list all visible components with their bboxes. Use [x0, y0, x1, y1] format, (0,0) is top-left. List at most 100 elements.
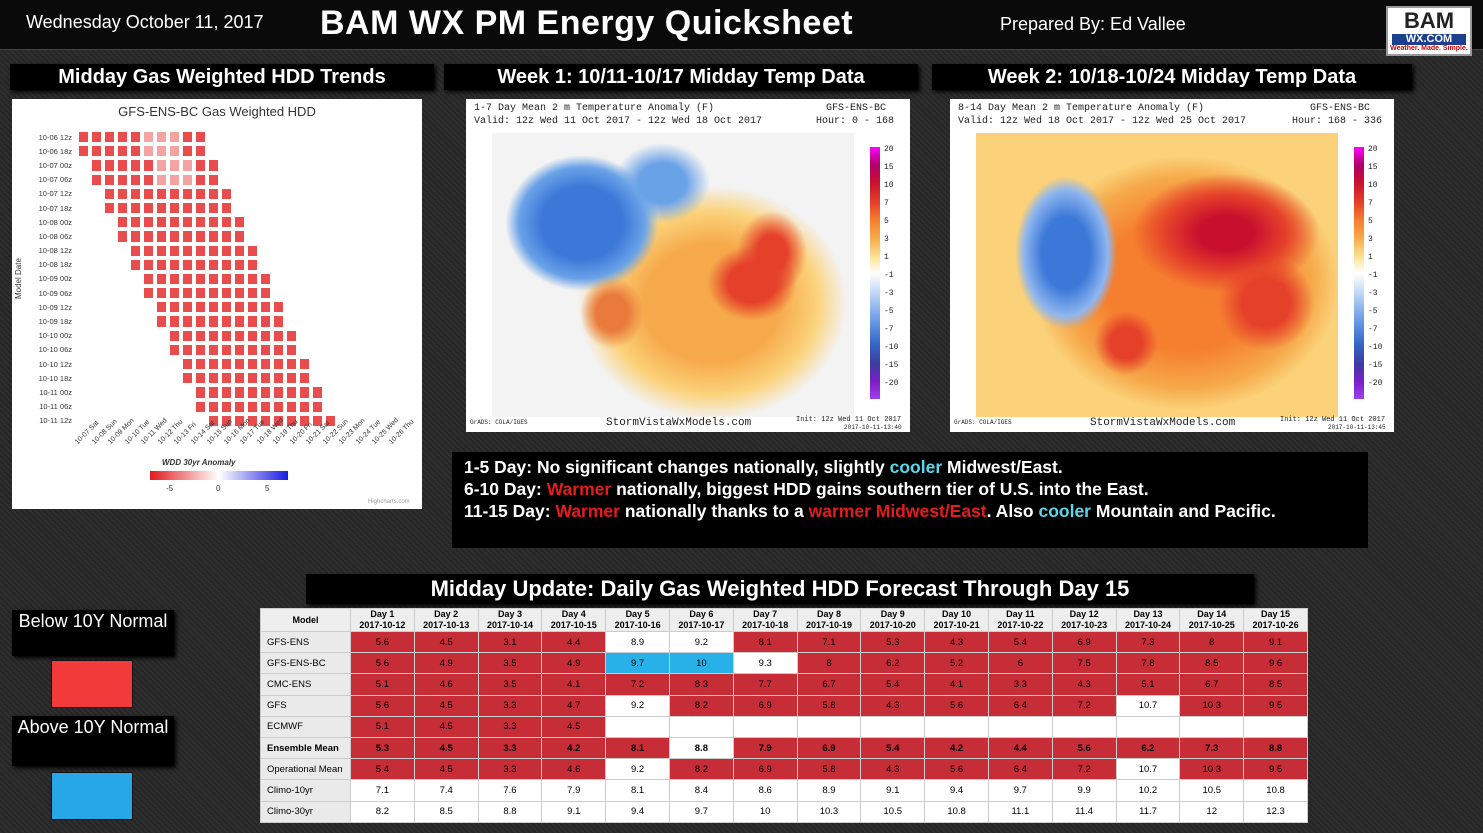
heatmap-cell: [91, 201, 102, 215]
heatmap-cell: [234, 131, 245, 144]
heatmap-cell: [143, 131, 154, 144]
heatmap-cell: [299, 258, 310, 271]
heatmap-cell: [195, 173, 206, 186]
heatmap-cell: [234, 358, 245, 371]
table-cell: 9.9: [1051, 779, 1117, 802]
heatmap-cell: [182, 173, 193, 186]
heatmap-cell: [182, 372, 193, 385]
heatmap-cell: [260, 145, 271, 158]
table-header-model: Model: [260, 608, 351, 632]
map-stamp: 2017-10-11-13:40: [844, 424, 902, 431]
table-cell: 10.3: [1179, 758, 1245, 781]
table-row: Operational Mean 5.4 4.5 3.3 4.6 9.2 8.2 6.9 5.8…: [260, 758, 1308, 781]
legend-below-label: Below 10Y Normal: [12, 610, 174, 656]
week1-map: 1-7 Day Mean 2 m Temperature Anomaly (F)…: [466, 99, 910, 432]
heatmap-row-label: 10-11 12z: [24, 414, 76, 427]
table-cell: 9.5: [1243, 758, 1308, 781]
heatmap-cell: [273, 272, 284, 286]
heatmap-cell: [260, 216, 271, 229]
table-model-name: GFS-ENS-BC: [260, 652, 351, 675]
heatmap-cell: [78, 287, 89, 300]
hdd-forecast-table: Model Day 1 2017-10-12 Day 2 2017-10-13 Day 3…: [260, 608, 1308, 823]
heatmap-cell: [78, 230, 89, 243]
day-label: Day 4: [561, 609, 586, 619]
day-label: Day 13: [1133, 609, 1163, 619]
heatmap-cell: [247, 272, 258, 286]
heatmap-cell: [195, 287, 206, 300]
table-cell: 6.4: [987, 694, 1053, 717]
heatmap-cell: [156, 216, 167, 229]
heatmap-cell: [312, 187, 323, 200]
colorbar-label: 1: [884, 253, 889, 262]
table-cell: 7.2: [605, 673, 670, 696]
table-row: ECMWF 5.1 4.5 3.3 4.5: [260, 715, 1308, 738]
colorbar-label: 20: [884, 145, 894, 154]
heatmap-row-label: 10-07 06z: [24, 173, 76, 186]
table-header-day: Day 7 2017-10-18: [732, 608, 798, 632]
heatmap-cell: [169, 301, 180, 314]
heatmap-cell: [325, 173, 336, 186]
heatmap-cell: [208, 386, 219, 399]
heatmap-cell: [195, 216, 206, 229]
heatmap-cell: [299, 301, 310, 314]
heatmap-cell: [273, 414, 284, 427]
heatmap-cell: [312, 173, 323, 186]
table-cell: 5.6: [350, 630, 415, 654]
heatmap-cell: [182, 301, 193, 314]
table-cell: 6.7: [1179, 673, 1245, 696]
colorbar-label: 10: [1368, 181, 1378, 190]
heatmap-cell: [234, 145, 245, 158]
heatmap-cell: [312, 258, 323, 271]
table-cell: 6.2: [860, 652, 926, 675]
day-label: Day 14: [1197, 609, 1227, 619]
logo-url: WX.COM: [1392, 34, 1466, 45]
heatmap-legend-title: WDD 30yr Anomaly: [162, 458, 236, 467]
legend-above-label: Above 10Y Normal: [12, 716, 174, 766]
table-model-name: CMC-ENS: [260, 673, 351, 696]
day-date: 2017-10-20: [869, 620, 916, 630]
heatmap-cell: [169, 159, 180, 172]
heatmap-credit: Highcharts.com: [368, 499, 410, 505]
map-site: StormVistaWxModels.com: [606, 417, 752, 429]
table-cell: 4.3: [860, 758, 926, 781]
heatmap-row-label: 10-10 18z: [24, 372, 76, 385]
heatmap-cell: [91, 343, 102, 356]
colorbar-label: 5: [1368, 217, 1373, 226]
heatmap-cell: [169, 230, 180, 243]
table-cell: 6.9: [732, 694, 798, 717]
heatmap-cell: [143, 244, 154, 257]
heatmap-cell: [273, 386, 284, 399]
table-title: Midday Update: Daily Gas Weighted HDD Fo…: [306, 574, 1254, 604]
table-cell: 4.1: [541, 673, 607, 696]
heatmap-cell: [143, 414, 154, 427]
heatmap-row-label: 10-09 00z: [24, 272, 76, 286]
colorbar-label: -5: [884, 307, 894, 316]
heatmap-row: 10-07 00z: [24, 159, 336, 172]
heatmap-cell: [130, 372, 141, 385]
map-model: GFS-ENS-BC: [1310, 103, 1371, 114]
heatmap-row: 10-09 12z: [24, 301, 336, 314]
table-cell: 8.1: [732, 630, 798, 654]
heatmap-cell: [221, 159, 232, 172]
table-row: CMC-ENS 5.1 4.6 3.5 4.1 7.2 8.3 7.7 6.7 5.4 4.1 3.3…: [260, 673, 1308, 696]
table-cell: [605, 715, 670, 738]
table-cell: 4.4: [987, 736, 1053, 760]
heatmap-cell: [325, 343, 336, 356]
note-warm: Warmer: [555, 501, 620, 521]
heatmap-cell: [117, 131, 128, 144]
table-cell: 9.1: [1243, 630, 1308, 654]
map-hour: Hour: 168 - 336: [1292, 116, 1383, 127]
heatmap-row: 10-07 06z: [24, 173, 336, 186]
heatmap-cell: [91, 301, 102, 314]
heatmap-cell: [195, 386, 206, 399]
section-hdd-trends: Midday Gas Weighted HDD Trends: [10, 64, 434, 90]
heatmap-cell: [286, 187, 297, 200]
heatmap-cell: [312, 201, 323, 215]
heatmap-cell: [78, 131, 89, 144]
heatmap-cell: [247, 230, 258, 243]
table-cell: 3.3: [477, 715, 543, 738]
heatmap-cell: [312, 159, 323, 172]
table-cell: [1179, 715, 1245, 738]
heatmap-row-label: 10-11 00z: [24, 386, 76, 399]
heatmap-cell: [169, 272, 180, 286]
